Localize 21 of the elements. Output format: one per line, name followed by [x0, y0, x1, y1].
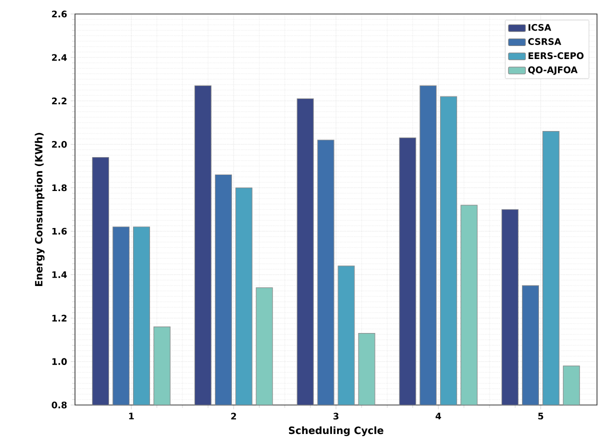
y-tick-label: 2.0	[52, 140, 67, 148]
y-tick-label: 1.0	[52, 358, 67, 365]
x-tick-label: 4	[436, 412, 442, 420]
x-tick-label: 5	[538, 412, 544, 420]
y-tick-label: 1.2	[52, 314, 66, 322]
x-tick-label: 3	[333, 412, 338, 420]
legend-label: CSRSA	[528, 38, 562, 45]
y-tick-label: 1.6	[52, 228, 67, 235]
x-axis-title: Scheduling Cycle	[288, 426, 384, 436]
x-tick-label: 1	[129, 412, 134, 420]
y-tick-label: 2.2	[52, 98, 66, 104]
y-tick-label: 1.8	[52, 184, 67, 192]
legend-label: QO-AJFOA	[528, 66, 578, 75]
legend-label: EERS-CEPO	[528, 52, 584, 60]
y-tick-label: 2.6	[52, 10, 67, 18]
y-tick-label: 2.4	[52, 54, 67, 61]
y-tick-label: 1.4	[52, 271, 67, 278]
y-axis-title: Energy Consumption (KWh)	[34, 132, 45, 286]
y-tick-label: 0.8	[52, 402, 67, 408]
x-tick-label: 2	[231, 412, 236, 420]
legend-label: ICSA	[528, 24, 552, 31]
